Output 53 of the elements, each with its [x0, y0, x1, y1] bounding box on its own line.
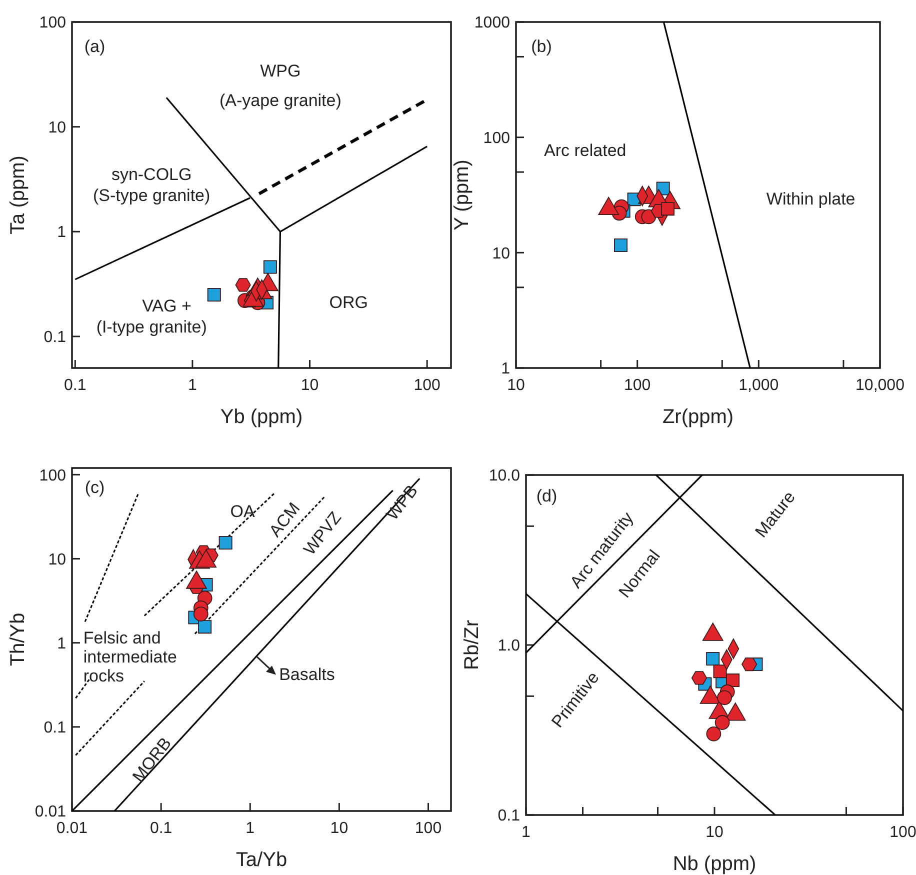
x-tick-label: 100: [414, 820, 442, 837]
y-tick-label: 0.1: [498, 808, 520, 825]
y-tick-label: 1: [57, 224, 66, 242]
x-axis-title: Zr(ppm): [662, 406, 734, 428]
x-tick-label: 10: [300, 377, 319, 394]
x-tick-label: 0.1: [150, 820, 172, 837]
y-axis-title: Rb/Zr: [461, 620, 483, 670]
annotation: (A-yape granite): [220, 90, 342, 110]
y-tick-label: 100: [39, 467, 66, 484]
annotation: (b): [531, 37, 552, 56]
annotation: Within plate: [766, 189, 856, 208]
x-axis-title: Ta/Yb: [236, 849, 288, 871]
x-tick-label: 100: [624, 377, 651, 394]
y-tick-label: 1: [57, 635, 66, 652]
y-tick-label: 0.1: [44, 720, 66, 737]
annotation: (c): [84, 478, 105, 497]
y-tick-label: 1000: [474, 14, 510, 32]
y-axis-title: Y (ppm): [451, 160, 473, 230]
x-tick-label: 1,000: [738, 377, 779, 394]
y-tick-label: 10.0: [488, 468, 520, 485]
annotation: (d): [536, 486, 558, 506]
y-tick-label: 1.0: [498, 638, 520, 655]
x-tick-label: 10: [330, 820, 348, 837]
x-tick-label: 1: [522, 824, 531, 841]
x-axis-title: Nb (ppm): [672, 853, 756, 875]
annotation: OA: [230, 502, 256, 521]
x-tick-label: 10: [706, 824, 724, 841]
annotation: Felsic and intermediate rocks: [83, 628, 177, 686]
x-tick-label: 100: [890, 824, 916, 841]
annotation: Arc related: [544, 140, 626, 160]
y-tick-label: 0.1: [44, 329, 66, 346]
y-tick-label: 1: [501, 360, 510, 378]
annotation: (a): [84, 37, 106, 56]
y-tick-label: 100: [39, 14, 66, 32]
y-tick-label: 10: [48, 551, 66, 568]
x-axis-title: Yb (ppm): [220, 406, 303, 428]
x-tick-label: 100: [414, 377, 440, 394]
y-axis-title: Th/Yb: [7, 612, 29, 666]
y-tick-label: 0.01: [34, 804, 66, 821]
annotation: (S-type granite): [93, 186, 210, 205]
y-tick-label: 10: [492, 245, 510, 262]
x-tick-label: 1: [188, 377, 197, 394]
y-axis-title: Ta (ppm): [7, 156, 29, 234]
annotation: Basalts: [279, 664, 335, 684]
annotation: ORG: [329, 293, 368, 312]
x-tick-label: 10,000: [856, 377, 905, 394]
x-tick-label: 1: [246, 820, 255, 837]
y-tick-label: 10: [48, 119, 66, 136]
annotation: syn-COLG: [111, 165, 192, 184]
annotation: (I-type granite): [96, 317, 207, 336]
annotation: WPG: [260, 61, 301, 80]
annotation: VAG +: [142, 296, 192, 316]
y-tick-label: 100: [483, 130, 510, 147]
